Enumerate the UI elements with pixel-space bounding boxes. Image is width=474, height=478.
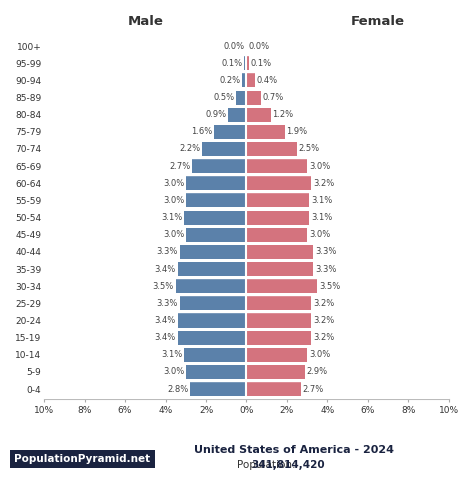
Bar xyxy=(237,90,246,105)
Bar xyxy=(246,382,301,396)
Text: 3.1%: 3.1% xyxy=(161,213,182,222)
Text: 2.7%: 2.7% xyxy=(169,162,190,171)
Text: 3.0%: 3.0% xyxy=(163,196,184,205)
Text: PopulationPyramid.net: PopulationPyramid.net xyxy=(14,454,150,464)
Text: 3.2%: 3.2% xyxy=(313,333,334,342)
Text: 3.5%: 3.5% xyxy=(319,282,340,291)
Bar xyxy=(246,262,313,276)
Text: 0.9%: 0.9% xyxy=(206,110,227,119)
Bar xyxy=(246,296,311,310)
Text: 2.8%: 2.8% xyxy=(167,385,188,393)
Text: 3.1%: 3.1% xyxy=(311,196,332,205)
Bar xyxy=(246,348,307,362)
Bar xyxy=(186,194,246,207)
Bar xyxy=(246,314,311,327)
Text: 3.3%: 3.3% xyxy=(315,248,336,256)
Bar xyxy=(246,228,307,242)
Bar xyxy=(246,331,311,345)
Text: 3.0%: 3.0% xyxy=(163,368,184,377)
Bar xyxy=(242,73,246,87)
Text: 0.5%: 0.5% xyxy=(214,93,235,102)
Text: 0.1%: 0.1% xyxy=(222,59,243,68)
Text: Female: Female xyxy=(351,15,405,28)
Bar xyxy=(246,279,317,293)
Bar xyxy=(180,296,246,310)
Bar xyxy=(246,90,261,105)
Bar xyxy=(246,365,305,379)
Text: 1.9%: 1.9% xyxy=(287,127,308,136)
Bar xyxy=(180,245,246,259)
Text: 3.0%: 3.0% xyxy=(309,230,330,239)
Bar xyxy=(178,314,246,327)
Text: 3.2%: 3.2% xyxy=(313,299,334,308)
Text: 3.2%: 3.2% xyxy=(313,179,334,188)
Bar xyxy=(184,348,246,362)
Bar xyxy=(246,142,297,156)
Bar xyxy=(246,56,248,70)
Bar xyxy=(176,279,246,293)
Bar xyxy=(186,228,246,242)
Text: United States of America - 2024: United States of America - 2024 xyxy=(194,445,394,455)
Bar xyxy=(246,108,271,122)
Text: 3.1%: 3.1% xyxy=(311,213,332,222)
Text: 0.7%: 0.7% xyxy=(262,93,283,102)
Bar xyxy=(178,262,246,276)
Text: 0.4%: 0.4% xyxy=(256,76,277,85)
Text: 0.0%: 0.0% xyxy=(248,42,269,51)
Bar xyxy=(246,211,309,225)
Bar xyxy=(186,365,246,379)
Text: 3.5%: 3.5% xyxy=(153,282,174,291)
Text: 2.9%: 2.9% xyxy=(307,368,328,377)
Text: 3.0%: 3.0% xyxy=(309,350,330,359)
Bar xyxy=(190,382,246,396)
Text: 0.2%: 0.2% xyxy=(219,76,241,85)
Text: 341,814,420: 341,814,420 xyxy=(251,460,325,469)
Bar xyxy=(246,73,255,87)
Text: 3.3%: 3.3% xyxy=(157,248,178,256)
Text: 0.1%: 0.1% xyxy=(250,59,271,68)
Text: 2.5%: 2.5% xyxy=(299,144,320,153)
Text: 2.2%: 2.2% xyxy=(179,144,201,153)
Bar xyxy=(178,331,246,345)
Bar xyxy=(246,245,313,259)
Text: 3.0%: 3.0% xyxy=(309,162,330,171)
Bar xyxy=(202,142,246,156)
Bar xyxy=(184,211,246,225)
Text: 2.7%: 2.7% xyxy=(303,385,324,393)
Bar xyxy=(246,159,307,173)
Text: Male: Male xyxy=(128,15,163,28)
Text: 1.6%: 1.6% xyxy=(191,127,212,136)
Bar xyxy=(228,108,246,122)
Bar xyxy=(186,176,246,190)
Text: 3.3%: 3.3% xyxy=(157,299,178,308)
Text: 3.4%: 3.4% xyxy=(155,264,176,273)
Text: 3.4%: 3.4% xyxy=(155,333,176,342)
Bar xyxy=(192,159,246,173)
Text: 3.0%: 3.0% xyxy=(163,179,184,188)
Bar xyxy=(245,56,246,70)
Text: 3.1%: 3.1% xyxy=(161,350,182,359)
Text: 3.0%: 3.0% xyxy=(163,230,184,239)
Text: 3.2%: 3.2% xyxy=(313,316,334,325)
Text: 3.3%: 3.3% xyxy=(315,264,336,273)
Bar xyxy=(246,125,285,139)
Bar xyxy=(246,194,309,207)
Bar xyxy=(214,125,246,139)
Text: 1.2%: 1.2% xyxy=(273,110,293,119)
Text: Population:: Population: xyxy=(237,460,299,469)
Text: 3.4%: 3.4% xyxy=(155,316,176,325)
Bar xyxy=(246,176,311,190)
Text: 0.0%: 0.0% xyxy=(224,42,245,51)
